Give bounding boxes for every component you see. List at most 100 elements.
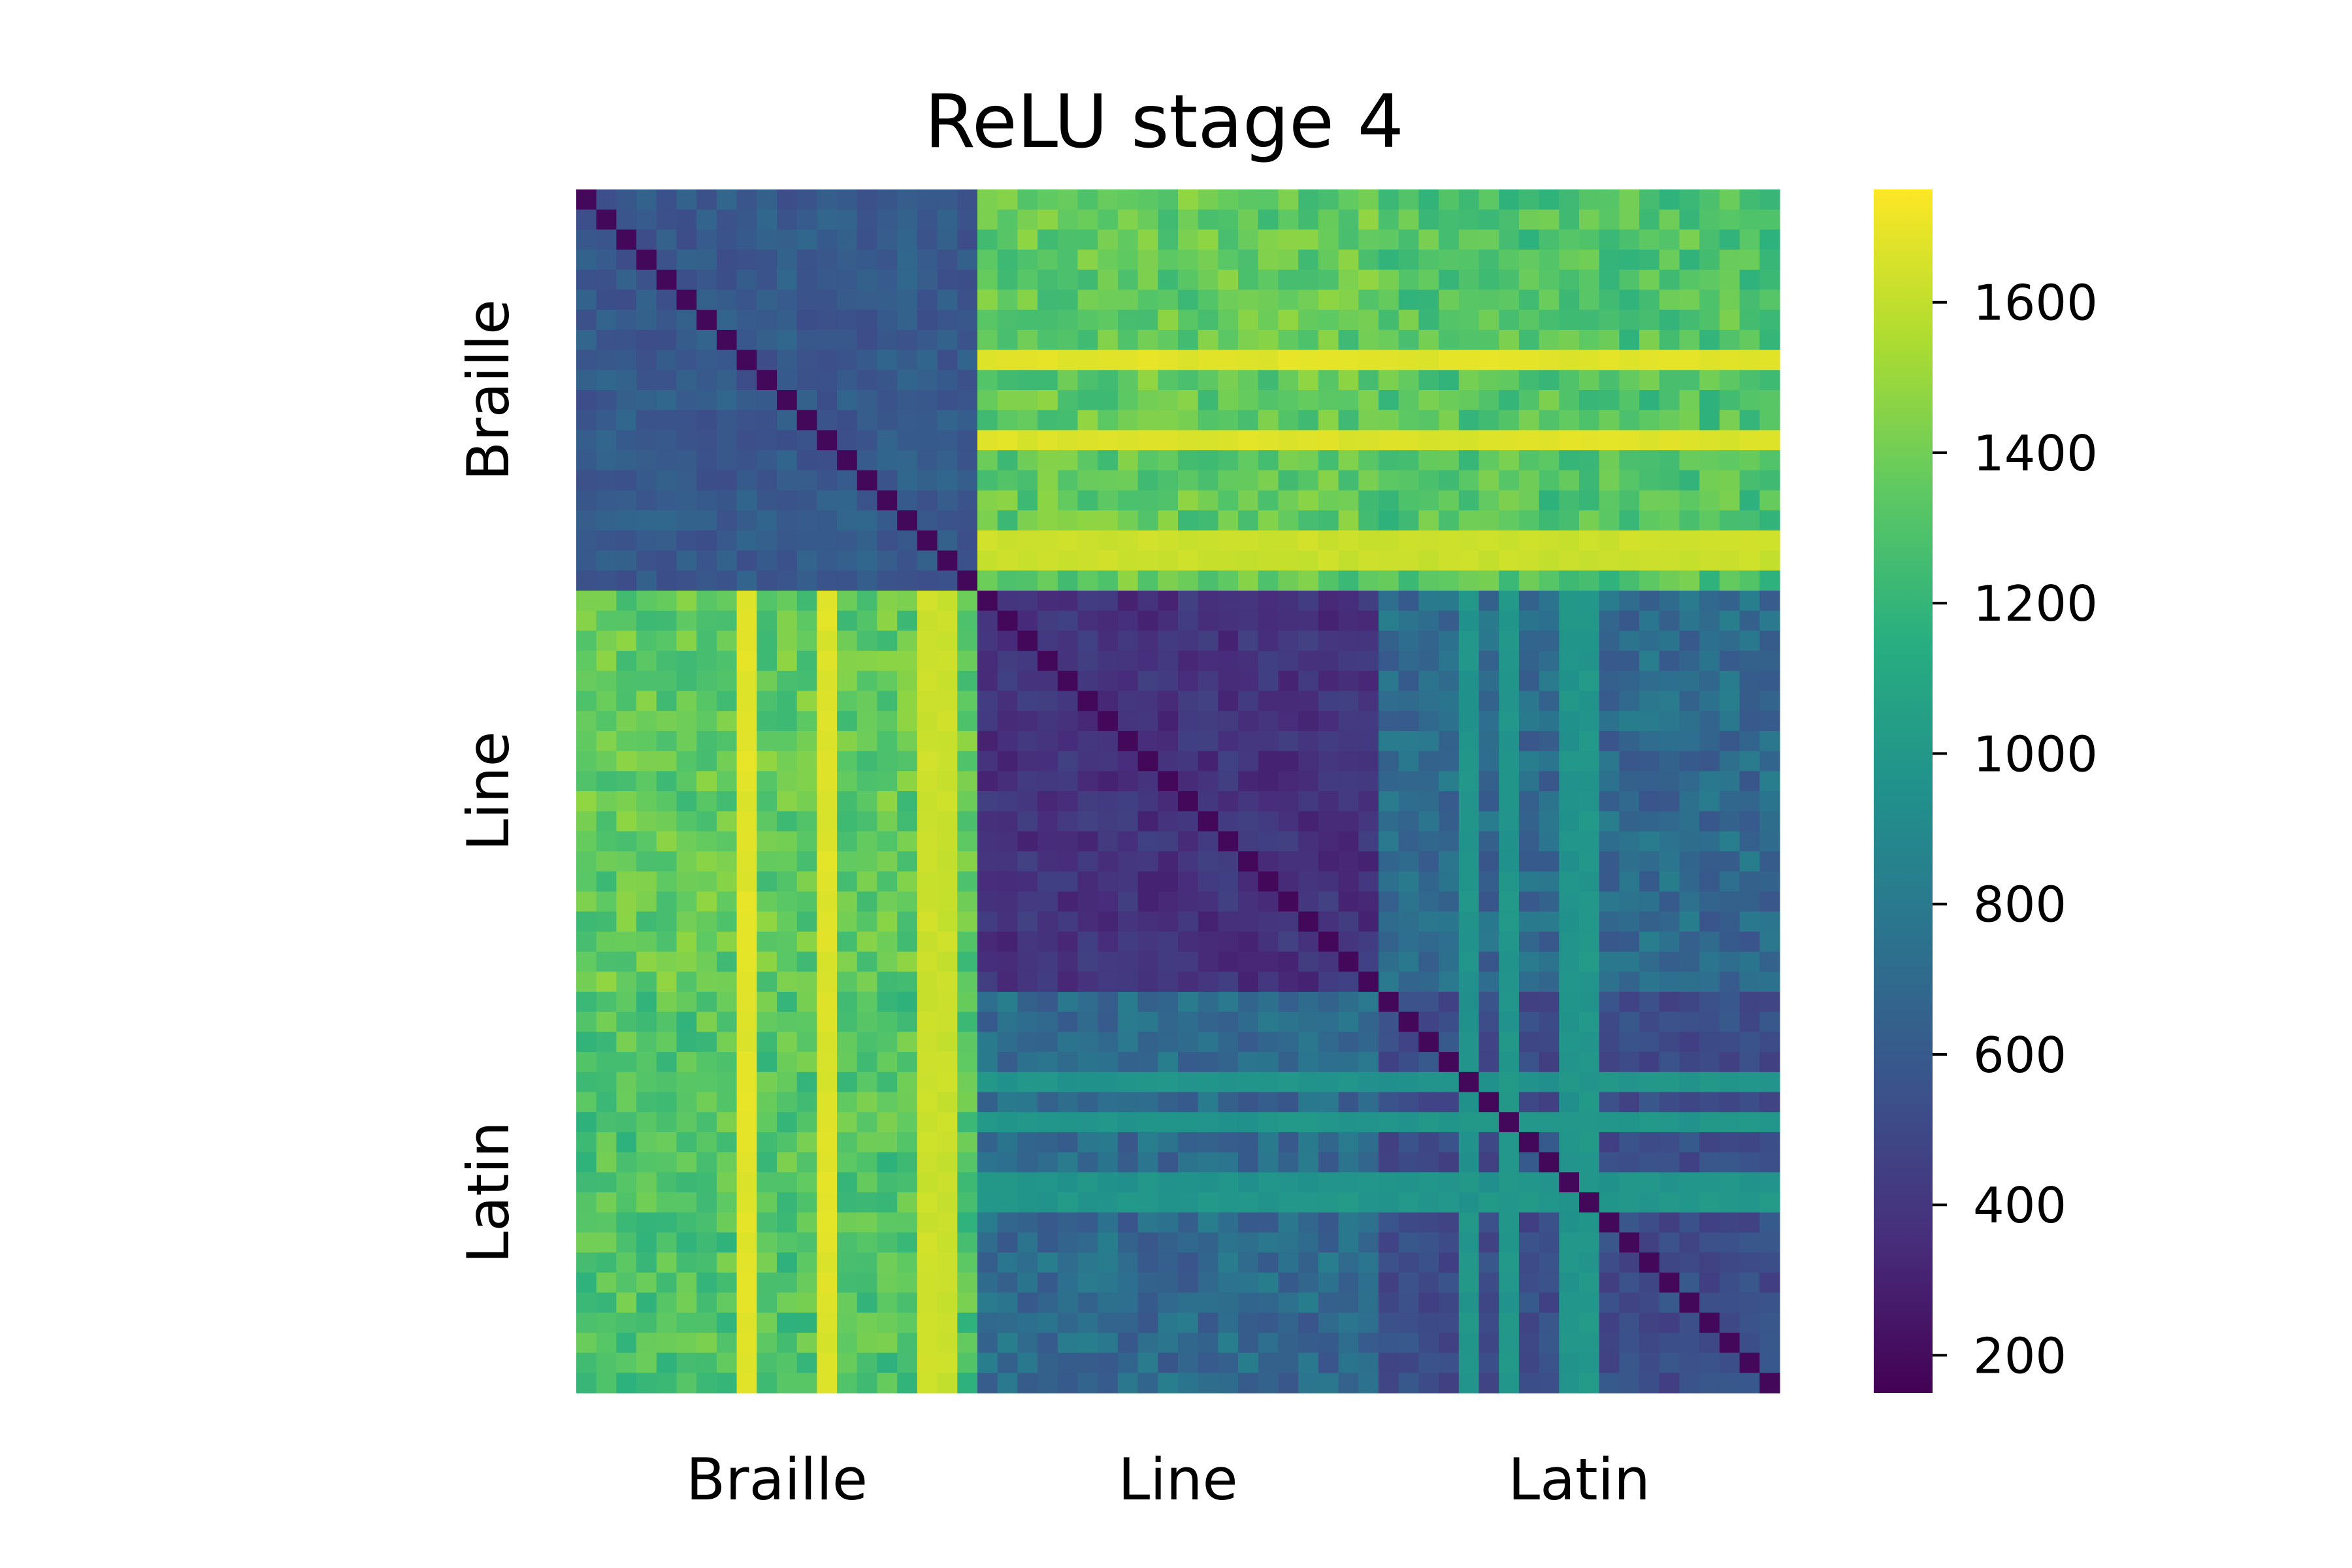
heatmap-cell	[1318, 791, 1339, 812]
heatmap-cell	[1278, 891, 1299, 912]
heatmap-cell	[1238, 1132, 1259, 1153]
heatmap-cell	[977, 570, 998, 591]
heatmap-cell	[1098, 1232, 1119, 1253]
heatmap-cell	[1379, 791, 1399, 812]
heatmap-cell	[817, 470, 838, 491]
heatmap-cell	[917, 570, 938, 591]
heatmap-cell	[1218, 871, 1239, 892]
heatmap-cell	[837, 229, 858, 250]
heatmap-cell	[937, 1352, 958, 1373]
heatmap-cell	[977, 530, 998, 551]
heatmap-cell	[1478, 229, 1499, 250]
heatmap-cell	[937, 992, 958, 1013]
heatmap-cell	[796, 691, 817, 711]
heatmap-cell	[977, 891, 998, 912]
heatmap-cell	[1559, 891, 1580, 912]
heatmap-cell	[1238, 730, 1259, 752]
heatmap-cell	[1418, 1313, 1439, 1333]
heatmap-cell	[877, 1332, 898, 1354]
heatmap-cell	[676, 209, 697, 230]
heatmap-cell	[1418, 851, 1439, 872]
heatmap-cell	[1198, 470, 1218, 491]
heatmap-cell	[1639, 931, 1660, 953]
heatmap-cell	[1719, 1352, 1740, 1373]
heatmap-cell	[1158, 751, 1179, 772]
heatmap-cell	[757, 470, 777, 491]
heatmap-cell	[837, 871, 858, 892]
heatmap-cell	[1358, 510, 1379, 531]
heatmap-cell	[1098, 691, 1119, 711]
heatmap-cell	[1659, 1112, 1680, 1133]
heatmap-cell	[1579, 329, 1600, 351]
heatmap-cell	[897, 992, 918, 1013]
heatmap-cell	[1759, 470, 1780, 491]
heatmap-cell	[777, 1112, 798, 1133]
heatmap-cell	[1398, 530, 1419, 551]
heatmap-cell	[1278, 1152, 1299, 1173]
heatmap-cell	[1699, 550, 1720, 571]
heatmap-cell	[897, 730, 918, 752]
heatmap-cell	[1258, 891, 1279, 912]
heatmap-cell	[1158, 1373, 1179, 1394]
heatmap-cell	[817, 229, 838, 250]
heatmap-cell	[1198, 1132, 1218, 1153]
heatmap-cell	[1137, 550, 1158, 571]
heatmap-cell	[1037, 1152, 1058, 1173]
heatmap-cell	[1298, 670, 1319, 692]
heatmap-cell	[1458, 390, 1480, 411]
heatmap-cell	[1599, 891, 1620, 912]
heatmap-cell	[777, 1212, 798, 1233]
heatmap-cell	[877, 691, 898, 711]
heatmap-cell	[796, 209, 817, 230]
heatmap-cell	[1338, 751, 1359, 772]
heatmap-cell	[1659, 911, 1680, 932]
heatmap-cell	[1298, 1332, 1319, 1354]
heatmap-cell	[1037, 871, 1058, 892]
heatmap-cell	[1759, 1052, 1780, 1073]
heatmap-cell	[1318, 851, 1339, 872]
heatmap-cell	[1418, 550, 1439, 571]
heatmap-cell	[1318, 992, 1339, 1013]
heatmap-cell	[1679, 831, 1700, 852]
heatmap-cell	[1098, 250, 1119, 270]
heatmap-cell	[1218, 711, 1239, 732]
heatmap-cell	[1559, 771, 1580, 792]
heatmap-cell	[1659, 1313, 1680, 1333]
heatmap-cell	[1579, 630, 1600, 651]
chart-title: ReLU stage 4	[924, 80, 1404, 165]
heatmap-cell	[736, 1272, 757, 1294]
heatmap-cell	[957, 791, 978, 812]
heatmap-cell	[1759, 1292, 1780, 1313]
heatmap-cell	[616, 1132, 637, 1153]
heatmap-cell	[1719, 550, 1740, 571]
heatmap-cell	[716, 490, 738, 511]
heatmap-cell	[1037, 751, 1058, 772]
heatmap-cell	[1719, 209, 1740, 230]
heatmap-cell	[777, 310, 798, 331]
heatmap-cell	[997, 591, 1018, 612]
heatmap-cell	[1579, 651, 1600, 672]
heatmap-cell	[1418, 730, 1439, 752]
heatmap-cell	[937, 831, 958, 852]
heatmap-cell	[777, 370, 798, 391]
heatmap-cell	[1699, 992, 1720, 1013]
heatmap-cell	[1719, 1092, 1740, 1113]
heatmap-cell	[757, 730, 777, 752]
heatmap-cell	[897, 630, 918, 651]
heatmap-cell	[1398, 370, 1419, 391]
heatmap-cell	[1057, 931, 1079, 953]
heatmap-cell	[1318, 1011, 1339, 1032]
heatmap-cell	[1398, 1373, 1419, 1394]
heatmap-cell	[1218, 1352, 1239, 1373]
heatmap-cell	[957, 1172, 978, 1193]
heatmap-cell	[1599, 1192, 1620, 1213]
heatmap-cell	[1358, 310, 1379, 331]
heatmap-cell	[1499, 871, 1520, 892]
heatmap-cell	[897, 1011, 918, 1032]
heatmap-cell	[777, 289, 798, 310]
heatmap-cell	[1158, 310, 1179, 331]
heatmap-cell	[957, 1011, 978, 1032]
heatmap-cell	[1338, 931, 1359, 953]
heatmap-cell	[1719, 670, 1740, 692]
heatmap-cell	[596, 1071, 617, 1093]
